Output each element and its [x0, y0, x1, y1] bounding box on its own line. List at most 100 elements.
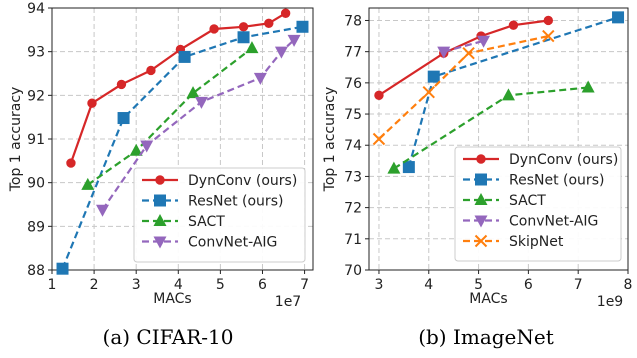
- data-point-s0: [238, 22, 249, 32]
- data-point-s4: [372, 132, 386, 146]
- x-tick-label: 2: [90, 277, 99, 293]
- data-point-s0: [280, 8, 291, 18]
- data-point-s4: [542, 29, 555, 43]
- data-point-s3: [194, 96, 208, 109]
- x-tick-label: 6: [524, 277, 533, 293]
- y-axis-label: Top 1 accuracy: [8, 87, 24, 193]
- legend-marker: [474, 215, 488, 228]
- data-point-s1: [56, 262, 69, 275]
- legend-marker: [474, 193, 488, 205]
- data-point-s3: [253, 72, 267, 85]
- y-tick-label: 72: [344, 201, 362, 217]
- legend-label: SACT: [509, 193, 546, 209]
- axes-frame: [368, 7, 629, 271]
- x-axis-label: MACs: [153, 291, 191, 307]
- chart-cifar10: 88 89 90 91 92 93 94 1 2 3 4 5 6 7 MACs Top 1 accuracy 1…: [8, 1, 314, 310]
- legend: DynConv (ours) ResNet (ours) SACT ConvNet-A…: [133, 167, 306, 263]
- data-point-s0: [66, 158, 76, 168]
- data-point-s3: [287, 34, 301, 47]
- legend-marker: [476, 154, 486, 164]
- legend-label: ResNet (ours): [188, 194, 283, 210]
- data-point-s2: [245, 41, 259, 54]
- legend-label: ResNet (ours): [509, 173, 604, 189]
- y-tick-label: 70: [344, 263, 362, 279]
- y-tick-label: 77: [344, 45, 362, 61]
- x-tick-label: 3: [375, 277, 384, 293]
- x-tick-label: 3: [132, 277, 141, 293]
- data-point-s1: [402, 161, 415, 174]
- data-point-s3: [274, 46, 288, 59]
- legend-marker: [153, 236, 167, 249]
- series-line-4: [378, 35, 549, 140]
- legend-label: DynConv (ours): [509, 152, 618, 168]
- data-point-s2: [186, 86, 200, 99]
- data-point-s3: [477, 35, 491, 48]
- data-point-s0: [87, 98, 97, 108]
- y-tick-label: 78: [344, 13, 362, 29]
- legend-marker: [474, 234, 488, 248]
- y-tick-label: 90: [27, 176, 45, 192]
- data-point-s1: [117, 112, 130, 125]
- data-point-s3: [140, 140, 154, 153]
- x-tick-label: 6: [258, 277, 267, 293]
- legend: DynConv (ours) ResNet (ours) SACT ConvNet-A…: [454, 146, 622, 262]
- legend-marker: [153, 214, 167, 226]
- data-point-s0: [508, 20, 519, 30]
- data-point-s2: [81, 177, 95, 190]
- data-point-s1: [237, 31, 250, 44]
- legend-box: [133, 167, 306, 263]
- x-tick-label: 5: [474, 277, 483, 293]
- data-point-s0: [543, 15, 554, 26]
- x-tick-label: 7: [300, 277, 309, 293]
- y-tick-label: 92: [27, 88, 45, 104]
- legend-marker: [154, 194, 166, 207]
- y-tick-label: 76: [344, 76, 362, 92]
- caption-imagenet: (b) ImageNet: [418, 325, 554, 349]
- y-tick-label: 89: [27, 219, 45, 235]
- legend-label: ConvNet-AIG: [188, 235, 277, 251]
- data-point-s4: [422, 86, 435, 99]
- data-point-s1: [296, 20, 309, 33]
- legend-label: DynConv (ours): [188, 173, 297, 189]
- legend-marker-b: [474, 234, 488, 248]
- y-axis-label: Top 1 accuracy: [322, 87, 338, 193]
- y-tick-label: 93: [27, 45, 45, 61]
- y-tick-label: 71: [344, 232, 362, 248]
- data-point-s0: [146, 65, 156, 76]
- x-tick-label: 1: [48, 277, 57, 293]
- data-point-s3: [437, 46, 451, 59]
- legend-label: SACT: [188, 214, 225, 230]
- data-point-s0: [264, 18, 274, 28]
- data-point-s4-b: [542, 29, 555, 43]
- x-tick-label: 7: [574, 277, 583, 293]
- data-point-s0: [209, 24, 219, 34]
- x-tick-label: 5: [216, 277, 225, 293]
- data-point-s1: [612, 11, 625, 24]
- data-point-s2: [581, 80, 595, 93]
- y-tick-label: 88: [27, 263, 45, 279]
- data-point-s1: [427, 70, 440, 83]
- data-point-s4-b: [462, 47, 475, 60]
- x-axis-label: MACs: [469, 291, 507, 307]
- legend-marker: [155, 175, 165, 185]
- legend-label: ConvNet-AIG: [509, 214, 598, 230]
- data-point-s2: [501, 88, 515, 101]
- series-line-2: [87, 47, 253, 186]
- data-point-s2: [387, 161, 401, 174]
- x-tick-label: 8: [624, 277, 633, 293]
- data-point-s4-b: [372, 132, 386, 146]
- y-tick-label: 75: [344, 107, 362, 123]
- caption-cifar10: (a) CIFAR-10: [103, 325, 234, 349]
- x-axis-multiplier: 1e9: [597, 294, 623, 310]
- data-point-s3: [96, 204, 110, 217]
- x-tick-label: 4: [174, 277, 183, 293]
- data-point-s1: [178, 50, 191, 63]
- x-tick-label: 4: [424, 277, 433, 293]
- data-point-s0: [116, 79, 127, 90]
- data-point-s2: [129, 143, 143, 156]
- x-axis-multiplier: 1e7: [275, 294, 301, 310]
- y-tick-label: 91: [27, 132, 45, 148]
- y-tick-label: 73: [344, 169, 362, 185]
